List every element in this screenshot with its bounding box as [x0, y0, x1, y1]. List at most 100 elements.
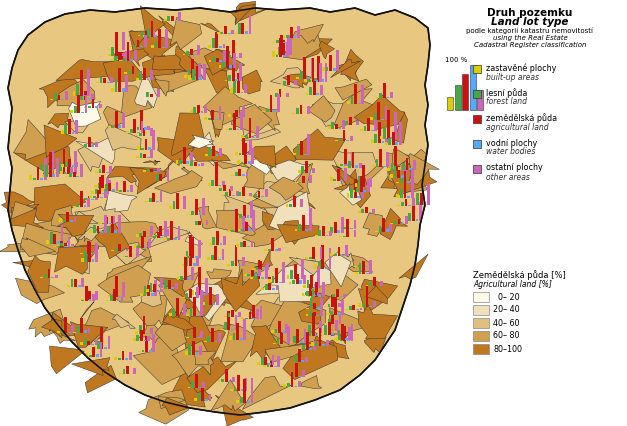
Polygon shape [13, 260, 36, 268]
Bar [197, 315, 199, 316]
Bar [228, 265, 230, 266]
Bar [106, 178, 108, 194]
Bar [280, 332, 283, 344]
Bar [84, 331, 87, 333]
Bar [118, 358, 121, 360]
Bar [305, 331, 307, 336]
Bar [277, 40, 279, 43]
Polygon shape [329, 89, 384, 128]
Bar [338, 330, 340, 333]
Bar [243, 379, 246, 403]
Bar [101, 175, 104, 188]
Bar [345, 338, 347, 340]
Polygon shape [203, 86, 253, 128]
Bar [70, 173, 72, 177]
Bar [236, 216, 239, 218]
Bar [261, 288, 264, 290]
Bar [108, 49, 110, 50]
Bar [297, 329, 299, 343]
Text: other areas: other areas [486, 173, 530, 181]
Bar [85, 286, 88, 301]
Bar [358, 176, 361, 187]
Bar [228, 55, 231, 58]
Bar [204, 106, 207, 113]
Polygon shape [55, 246, 88, 274]
Bar [169, 206, 172, 209]
Bar [340, 180, 344, 181]
Bar [179, 160, 182, 164]
Bar [362, 85, 364, 104]
Bar [473, 331, 489, 341]
Bar [268, 279, 271, 283]
Bar [379, 149, 382, 167]
Bar [231, 329, 234, 330]
Bar [242, 138, 245, 155]
Bar [71, 132, 75, 134]
Polygon shape [181, 167, 202, 181]
Bar [71, 279, 73, 287]
Bar [342, 130, 345, 141]
Bar [233, 80, 236, 93]
Bar [280, 84, 283, 85]
Bar [194, 291, 198, 295]
Bar [122, 250, 125, 251]
Bar [67, 245, 70, 246]
Bar [80, 342, 83, 345]
Polygon shape [332, 165, 359, 185]
Bar [237, 73, 240, 93]
Bar [216, 58, 219, 62]
Bar [190, 110, 192, 113]
Polygon shape [16, 278, 65, 304]
Bar [113, 289, 116, 301]
Bar [359, 263, 361, 274]
Polygon shape [340, 183, 362, 205]
Polygon shape [254, 249, 273, 268]
Bar [92, 95, 94, 100]
Bar [201, 112, 203, 113]
Polygon shape [152, 56, 203, 93]
Bar [45, 165, 48, 177]
Bar [211, 328, 214, 342]
Bar [359, 302, 361, 307]
Bar [241, 23, 244, 34]
Bar [219, 106, 221, 120]
Bar [201, 290, 203, 316]
Bar [315, 235, 318, 236]
Bar [258, 269, 261, 276]
Bar [219, 148, 222, 156]
Bar [305, 257, 308, 259]
Bar [139, 133, 142, 136]
Bar [64, 243, 66, 246]
Bar [53, 234, 56, 244]
Bar [171, 16, 174, 20]
Polygon shape [243, 152, 265, 189]
Bar [334, 297, 337, 315]
Bar [320, 333, 324, 335]
Polygon shape [140, 6, 165, 39]
Bar [195, 199, 198, 215]
Bar [401, 164, 404, 171]
Bar [155, 235, 158, 236]
Bar [157, 291, 159, 292]
Bar [404, 219, 408, 221]
Bar [396, 182, 399, 183]
Text: zemědělská půda: zemědělská půda [486, 113, 557, 123]
Bar [350, 136, 352, 141]
Bar [326, 340, 329, 346]
Polygon shape [78, 141, 105, 172]
Text: Zemědělská půda [%]: Zemědělská půda [%] [473, 270, 566, 280]
Polygon shape [201, 292, 219, 317]
Bar [325, 268, 328, 269]
Polygon shape [266, 146, 297, 174]
Bar [341, 330, 344, 340]
Bar [191, 237, 194, 258]
Bar [95, 243, 98, 262]
Bar [105, 217, 108, 224]
Bar [339, 127, 341, 129]
Bar [333, 68, 335, 70]
Polygon shape [98, 265, 150, 302]
Bar [201, 388, 204, 401]
Bar [108, 295, 111, 297]
Bar [233, 53, 236, 67]
Polygon shape [229, 4, 255, 25]
